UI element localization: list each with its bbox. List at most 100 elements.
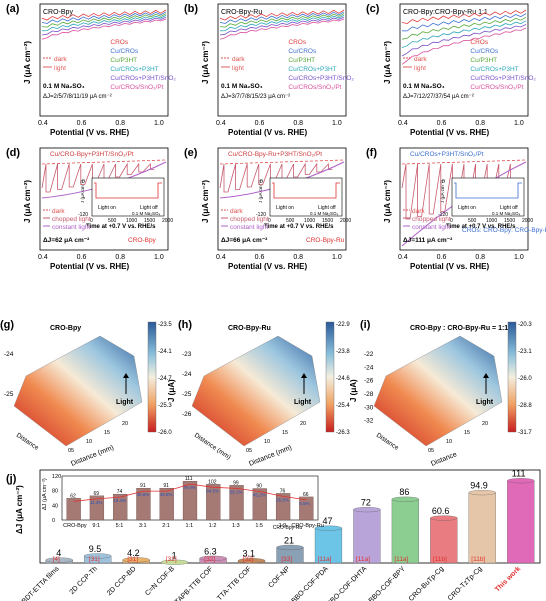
x-tick: 0.6 — [77, 254, 87, 261]
inset-x-tick: 1:2 — [209, 523, 217, 529]
colorbar-tick: -24.1 — [158, 349, 172, 355]
legend-entry: Cu/P3HT — [110, 57, 137, 64]
panel-letter: (b) — [184, 3, 198, 15]
inset-x-tick: 1000 — [304, 218, 315, 224]
legend-light: light — [54, 65, 66, 72]
legend-entry: chopped light — [412, 216, 451, 223]
x-tick: 20 — [122, 421, 128, 427]
panel-title: CRO-Bpy-Ru — [221, 9, 262, 16]
inset-bar — [252, 488, 267, 521]
x-axis-label: Potential (V vs. RHE) — [228, 262, 307, 271]
x-axis-label: Distance (mm) — [248, 444, 293, 468]
y-axis-label: J (μA cm⁻²) — [201, 180, 210, 223]
inset-x-tick: 0 — [450, 218, 453, 224]
inset-electrolyte: 0.1 M Na₂SO₄ — [132, 211, 161, 216]
inset-value-label: 91 — [140, 483, 146, 489]
bar-ref-label: [32] — [166, 556, 177, 563]
series-line — [401, 20, 527, 48]
colorbar-tick: -23.1 — [518, 349, 532, 355]
legend-entry: CROs — [110, 39, 128, 46]
bar-value-label: 60.6 — [432, 506, 450, 516]
inset-bar — [299, 496, 314, 521]
dark-curve — [219, 159, 345, 165]
inset-percent-label: 25.8% — [276, 497, 289, 502]
inset-curve — [94, 182, 162, 199]
legend-entry: dark — [52, 208, 65, 215]
bar-ref-label: [32] — [243, 556, 254, 563]
x-axis-label: Potential (V vs. RHE) — [50, 262, 129, 271]
y-axis-label: ΔJ (μA cm⁻²) — [15, 485, 24, 534]
legend-light: light — [232, 65, 244, 72]
x-axis-label: Distance (mm) — [70, 444, 115, 468]
legend-light: light — [414, 65, 426, 72]
inset-bar — [89, 495, 105, 521]
x-tick: 0.4 — [216, 254, 226, 261]
x-tick: 0.6 — [255, 254, 265, 261]
x-tick: 15 — [282, 430, 288, 436]
x-axis-label: Potential (V vs. RHE) — [410, 128, 489, 137]
z-tick: -24 — [4, 351, 14, 358]
inset-x-tick: 1:1 — [186, 523, 194, 529]
bar-value-label: 4 — [56, 548, 61, 558]
bar-ref-label: [11b] — [433, 556, 447, 563]
delta-j: ΔJ=7/12/27/37/54 μA cm⁻² — [403, 94, 474, 100]
colorbar-tick: -28.8 — [518, 403, 532, 409]
x-tick: 20 — [482, 421, 488, 427]
delta-j: ΔJ=62 μA cm⁻² — [43, 237, 90, 244]
bar-ref-label: [11a] — [356, 556, 370, 563]
legend-entry: constant light — [412, 224, 450, 231]
bar-value-label: 1 — [172, 550, 177, 560]
series-line — [401, 24, 527, 57]
light-arrow-head — [301, 373, 307, 378]
bar-top — [199, 555, 227, 561]
z-tick: -26 — [364, 378, 374, 385]
series-line — [41, 16, 167, 36]
colorbar-tick: -23.8 — [336, 349, 350, 355]
series-line — [41, 15, 167, 32]
bar-ref-label: [31] — [89, 556, 100, 563]
x-tick: 20 — [300, 421, 306, 427]
inset-x-tick: 5:1 — [116, 523, 124, 529]
x-tick: CRO-TzTp-Cg — [447, 565, 484, 601]
x-tick: 2D CCP-BD — [106, 565, 138, 597]
x-tick: 0.4 — [398, 254, 408, 261]
x-tick: 0.8 — [293, 120, 303, 127]
colorbar — [507, 321, 517, 433]
bar-value-label: 3.1 — [243, 549, 256, 559]
series-line — [219, 16, 345, 36]
inset-value-label: 62 — [70, 493, 76, 499]
inset-x-tick: 2000 — [340, 218, 351, 224]
bar-top — [391, 496, 419, 502]
inset-value-label: 66 — [303, 492, 309, 498]
inset-x-label: Time at +0.7 V vs. RHE/s — [264, 224, 334, 230]
inset-curve — [454, 182, 522, 199]
panel-letter: (j) — [6, 473, 17, 485]
colorbar-tick: -26.3 — [336, 430, 350, 436]
electrolyte: 0.1 M Na₂SO₄ — [221, 83, 263, 90]
panel-letter: (g) — [0, 319, 14, 331]
inset-y-tick: 0 — [82, 179, 85, 185]
sample-label: CRO-Bpy — [128, 237, 157, 244]
inset-x-tick: CRO-Bpy-Ru — [291, 523, 323, 529]
inset-y-label: ΔJ (μA cm⁻²) — [42, 478, 48, 510]
x-tick: 10 — [446, 439, 452, 445]
legend-entry: Cu/CROs+P3HT/SnO₂ — [288, 75, 354, 82]
inset-bar — [229, 485, 244, 521]
inset-x-tick: 1000 — [486, 218, 497, 224]
bar — [353, 509, 381, 564]
x-tick: This work — [494, 565, 522, 593]
y-axis-label: J (μA cm⁻²) — [383, 180, 392, 223]
x-tick: 0.4 — [398, 120, 408, 127]
x-tick: 0.8 — [293, 254, 303, 261]
legend-entry: Cu/CROs+P3HT — [288, 66, 336, 73]
panel-letter: (i) — [360, 319, 371, 331]
bar-top — [468, 490, 496, 496]
light-label: Light — [116, 399, 134, 406]
inset-percent-label: 64.5% — [206, 488, 219, 493]
bar-value-label: 47 — [322, 516, 332, 526]
inset-percent-label: 79.0% — [183, 485, 196, 490]
x-tick: CRO-BuTp-Cg — [408, 565, 445, 601]
delta-j: ΔJ=66 μA cm⁻² — [221, 237, 268, 244]
x-tick: 05 — [246, 448, 252, 454]
curve-label: Cu/CRO-Bpy+P3HT/SnO₂/Pt — [50, 151, 134, 158]
